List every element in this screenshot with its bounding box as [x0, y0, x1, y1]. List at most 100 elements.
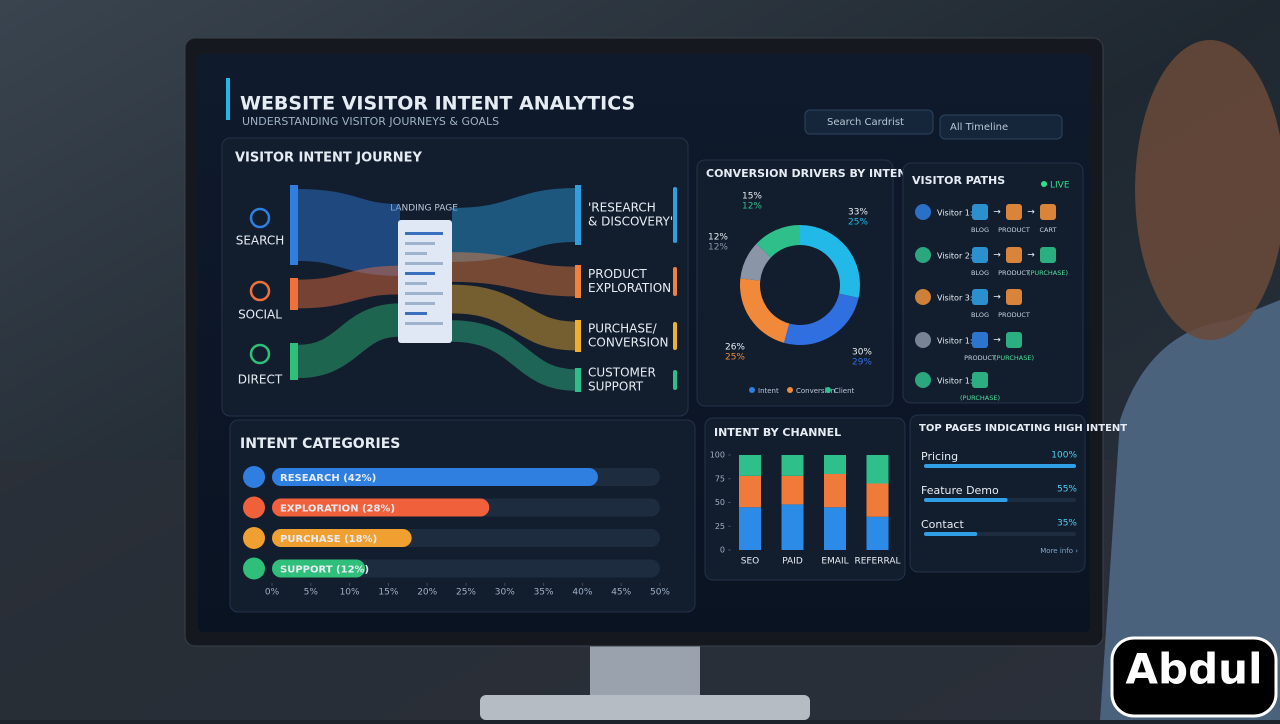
x-tick-label: 30%: [495, 588, 515, 598]
source-label: SOCIAL: [238, 308, 282, 322]
y-tick-label: 100: [710, 451, 725, 460]
source-label: DIRECT: [238, 373, 283, 387]
more-link[interactable]: More info ›: [1040, 547, 1078, 555]
step-label: BLOG: [971, 269, 989, 277]
x-tick-label: 15%: [378, 588, 398, 598]
secondary-label: 29%: [852, 358, 872, 368]
panel-title: TOP PAGES INDICATING HIGH INTENT: [919, 423, 1127, 434]
bar-label: PURCHASE (18%): [280, 534, 377, 545]
source-label: SEARCH: [236, 234, 285, 248]
bar: [272, 559, 366, 578]
filter-label[interactable]: All Timeline: [950, 122, 1008, 133]
legend-swatch: [787, 387, 793, 393]
value-label: 35%: [1057, 519, 1077, 529]
flow-ribbon: [297, 303, 402, 379]
x-tick-label: 10%: [340, 588, 360, 598]
step-icon: [1006, 289, 1022, 305]
flow-ribbon: [297, 189, 401, 276]
source-bar: [290, 185, 298, 265]
step-label: (PURCHASE): [994, 354, 1034, 362]
value-label: 33%: [848, 208, 868, 218]
target-bar: [575, 265, 581, 298]
step-icon: [1006, 247, 1022, 263]
visitor-icon: [915, 332, 931, 348]
flow-ribbon: [451, 188, 576, 262]
filter-label[interactable]: Search Cardrist: [827, 117, 904, 128]
category-icon: [243, 557, 265, 580]
category-icon: [243, 496, 265, 519]
step-icon: [972, 332, 988, 348]
x-tick-label: 35%: [534, 588, 554, 598]
target-label: 'RESEARCH: [588, 201, 656, 215]
panel-title: VISITOR PATHS: [912, 174, 1005, 187]
secondary-label: 12%: [708, 243, 728, 253]
flow-ribbon: [451, 320, 576, 391]
target-label: CUSTOMER: [588, 366, 656, 380]
page-line: [405, 312, 427, 315]
person-shoulder: [1100, 300, 1280, 720]
value-label: 55%: [1057, 485, 1077, 495]
secondary-label: 25%: [848, 218, 868, 228]
bar: [272, 468, 598, 486]
source-bar: [290, 278, 298, 310]
page-line: [405, 242, 435, 245]
donut-segment: [740, 243, 771, 281]
step-icon: [1040, 247, 1056, 263]
path-arrow: →: [1027, 208, 1035, 218]
y-tick-label: 25: [715, 522, 725, 531]
stacked-bar: [866, 516, 889, 550]
page-line: [405, 282, 427, 285]
panel-title: VISITOR INTENT JOURNEY: [235, 151, 423, 166]
value-label: 15%: [742, 192, 762, 202]
bar-label: RESEARCH (42%): [280, 473, 376, 484]
page-line: [405, 302, 435, 305]
step-icon: [1040, 204, 1056, 220]
y-tick-label: 0: [720, 546, 725, 555]
donut-segment: [800, 225, 860, 298]
stacked-bar: [781, 504, 804, 550]
step-label: BLOG: [971, 311, 989, 319]
panel-title: INTENT BY CHANNEL: [714, 426, 841, 439]
legend-swatch: [825, 387, 831, 393]
visitor-label: Visitor 2:: [937, 252, 973, 261]
filter-dropdown[interactable]: [939, 114, 1063, 140]
secondary-label: 25%: [725, 353, 745, 363]
source-icon: [249, 343, 271, 365]
donut-segment: [740, 278, 790, 343]
bar-label: SUPPORT (12%): [280, 565, 369, 576]
donut-segment: [756, 225, 800, 258]
step-label: (PURCHASE): [1028, 269, 1068, 277]
page-line: [405, 262, 443, 265]
step-icon: [972, 204, 988, 220]
path-arrow: →: [993, 336, 1001, 346]
visitor-icon: [915, 247, 931, 263]
x-tick-label: 50%: [650, 588, 670, 598]
live-dot: [1041, 181, 1047, 187]
target-accent: [673, 322, 677, 350]
secondary-label: 12%: [742, 202, 762, 212]
page-label: Contact: [921, 518, 964, 531]
dashboard-subtitle: UNDERSTANDING VISITOR JOURNEYS & GOALS: [242, 115, 499, 128]
y-tick-label: 50: [715, 498, 725, 507]
filter-dropdown[interactable]: [804, 109, 934, 135]
page-line: [405, 252, 427, 255]
stacked-bar: [866, 455, 889, 484]
page-line: [405, 292, 443, 295]
step-label: (PURCHASE): [960, 394, 1000, 402]
target-label: CONVERSION: [588, 336, 669, 350]
target-accent: [673, 267, 677, 296]
x-tick-label: 25%: [456, 588, 476, 598]
step-icon: [1006, 332, 1022, 348]
step-label: PRODUCT: [964, 354, 996, 362]
stacked-bar: [824, 455, 846, 474]
target-bar: [575, 320, 581, 352]
step-label: CART: [1040, 226, 1057, 234]
bar: [272, 529, 412, 547]
x-tick-label: 20%: [417, 588, 437, 598]
target-bar: [575, 185, 581, 245]
page-line: [405, 232, 443, 235]
bar: [272, 498, 490, 517]
flow-ribbon: [451, 252, 576, 297]
category-icon: [243, 466, 265, 488]
stacked-bar: [739, 475, 761, 508]
